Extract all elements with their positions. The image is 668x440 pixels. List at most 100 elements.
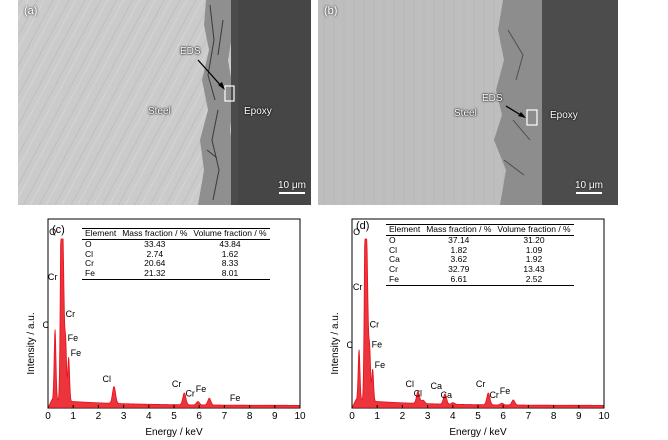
x-tick-label: 2 [96, 411, 102, 422]
table-header: Volume fraction / % [193, 228, 267, 238]
peak-label: Cl [103, 374, 112, 384]
peak-label: Fe [196, 384, 207, 394]
element-cell: O [85, 238, 92, 249]
peak-label: Cr [66, 309, 76, 319]
table-row: Ca 3.62 1.92 [386, 255, 574, 265]
peak-label: Fe [372, 340, 383, 350]
table-row: Cr 32.79 13.43 [386, 264, 574, 275]
x-tick-label: 3 [425, 411, 431, 422]
eds-spectrum-c: 0 1 2 3 4 5 6 7 8 9 10 Energy / keV Intensity / a.u.… [18, 213, 318, 440]
mass-fraction-cell: 21.32 [144, 268, 166, 279]
eds-spectrum-d: 0 1 2 3 4 5 6 7 8 9 10 Energy / keV Intensity / a.u.… [322, 213, 622, 440]
element-cell: Cl [389, 244, 398, 255]
x-tick-label: 0 [45, 411, 51, 422]
crack-lines-a [206, 4, 224, 201]
peak-label: Cr [185, 389, 195, 399]
panel-label-b: (b) [324, 5, 338, 17]
mass-fraction-cell: 1.82 [450, 244, 468, 255]
volume-fraction-cell: 1.62 [221, 248, 239, 259]
composition-table-c: Element Mass fraction / % Volume fractio… [82, 228, 270, 280]
panel-label: (d) [356, 220, 369, 232]
panel-label: (c) [52, 224, 65, 236]
y-axis-title: Intensity / a.u. [330, 312, 341, 374]
table-row: Cl 1.82 1.09 [386, 244, 574, 256]
eds-box-a [224, 85, 235, 102]
sem-image-a-graphic [18, 0, 311, 205]
x-tick-label: 1 [374, 411, 380, 422]
x-tick-label: 10 [294, 411, 306, 422]
x-axis-title: Energy / keV [449, 427, 507, 438]
x-tick-label: 6 [196, 411, 202, 422]
x-tick-label: 7 [526, 411, 532, 422]
peak-label: Cr [353, 282, 363, 292]
table-header: Mass fraction / % [426, 224, 492, 234]
peak-label: C [347, 340, 354, 350]
rust-layer-a [198, 0, 235, 205]
table-row: Fe 6.61 2.52 [386, 273, 574, 286]
table-row: O 33.43 43.84 [82, 239, 270, 249]
scale-bar-a-label: 10 μm [278, 180, 306, 191]
x-tick-label: 9 [576, 411, 582, 422]
x-tick-label: 4 [146, 411, 152, 422]
mass-fraction-cell: 3.62 [450, 254, 468, 265]
x-tick-label: 6 [500, 411, 506, 422]
spectrum-line [47, 238, 300, 409]
crack-lines-b [503, 29, 531, 176]
table-header: Element [85, 228, 117, 238]
eds-label-b: EDS [482, 93, 503, 104]
element-cell: O [389, 234, 396, 245]
peak-label: Fe [71, 348, 82, 358]
table-row: Cr 20.64 8.33 [82, 259, 270, 269]
x-tick-label: 4 [450, 411, 456, 422]
table-header: Element [389, 224, 421, 234]
mass-fraction-cell: 37.14 [448, 234, 470, 245]
volume-fraction-cell: 8.01 [221, 268, 239, 279]
element-cell: Cr [85, 258, 94, 269]
table-row: Cl 2.74 1.62 [82, 248, 270, 260]
steel-label-a: Steel [148, 106, 171, 117]
eds-spectrum-d-chart: 0 1 2 3 4 5 6 7 8 9 10 Energy / keV Intensity / a.u.… [330, 218, 610, 438]
peak-label: Ca [441, 390, 453, 400]
volume-fraction-cell: 2.52 [525, 273, 543, 284]
peak-label: Ca [430, 381, 442, 391]
eds-label-a: EDS [180, 46, 201, 57]
eds-arrow-a [197, 59, 224, 89]
volume-fraction-cell: 43.84 [219, 238, 241, 249]
table-header: Mass fraction / % [122, 228, 188, 238]
peak-label: Cr [370, 319, 380, 329]
mass-fraction-cell: 6.61 [450, 273, 468, 284]
scale-bar-a: 10 μm [276, 180, 308, 194]
steel-label-b: Steel [454, 108, 477, 119]
volume-fraction-cell: 8.33 [221, 258, 239, 269]
x-tick-label: 0 [349, 411, 355, 422]
epoxy-region-b [542, 0, 618, 205]
sem-image-b: (b) EDS Steel Epoxy 10 μm [318, 0, 618, 205]
epoxy-label-b: Epoxy [550, 110, 578, 121]
peak-label: Cr [476, 379, 486, 389]
mass-fraction-cell: 2.74 [146, 248, 164, 259]
eds-box-b [526, 109, 538, 126]
mass-fraction-cell: 20.64 [144, 258, 166, 269]
volume-fraction-cell: 13.43 [523, 264, 545, 275]
element-cell: Ca [389, 254, 400, 265]
sem-image-a: (a) EDS Steel Epoxy 10 μm [18, 0, 311, 205]
eds-spectrum-c-chart: 0 1 2 3 4 5 6 7 8 9 10 Energy / keV Intensity / a.u.… [26, 218, 306, 438]
x-tick-label: 8 [247, 411, 253, 422]
x-tick-label: 10 [598, 411, 610, 422]
x-axis-title: Energy / keV [145, 427, 203, 438]
x-tick-label: 2 [400, 411, 406, 422]
peak-label: Cr [48, 272, 58, 282]
x-tick-label: 5 [475, 411, 481, 422]
y-axis-title: Intensity / a.u. [26, 312, 37, 374]
x-tick-label: 9 [272, 411, 278, 422]
peak-label: Fe [230, 393, 241, 403]
volume-fraction-cell: 1.92 [525, 254, 543, 265]
x-tick-label: 7 [222, 411, 228, 422]
epoxy-label-a: Epoxy [244, 106, 272, 117]
sem-image-b-graphic [318, 0, 618, 205]
element-cell: Cl [85, 248, 94, 259]
peak-label: Fe [500, 386, 511, 396]
table-row: Fe 21.32 8.01 [82, 268, 270, 280]
peak-label: Cl [406, 379, 415, 389]
peak-label: Fe [68, 333, 79, 343]
